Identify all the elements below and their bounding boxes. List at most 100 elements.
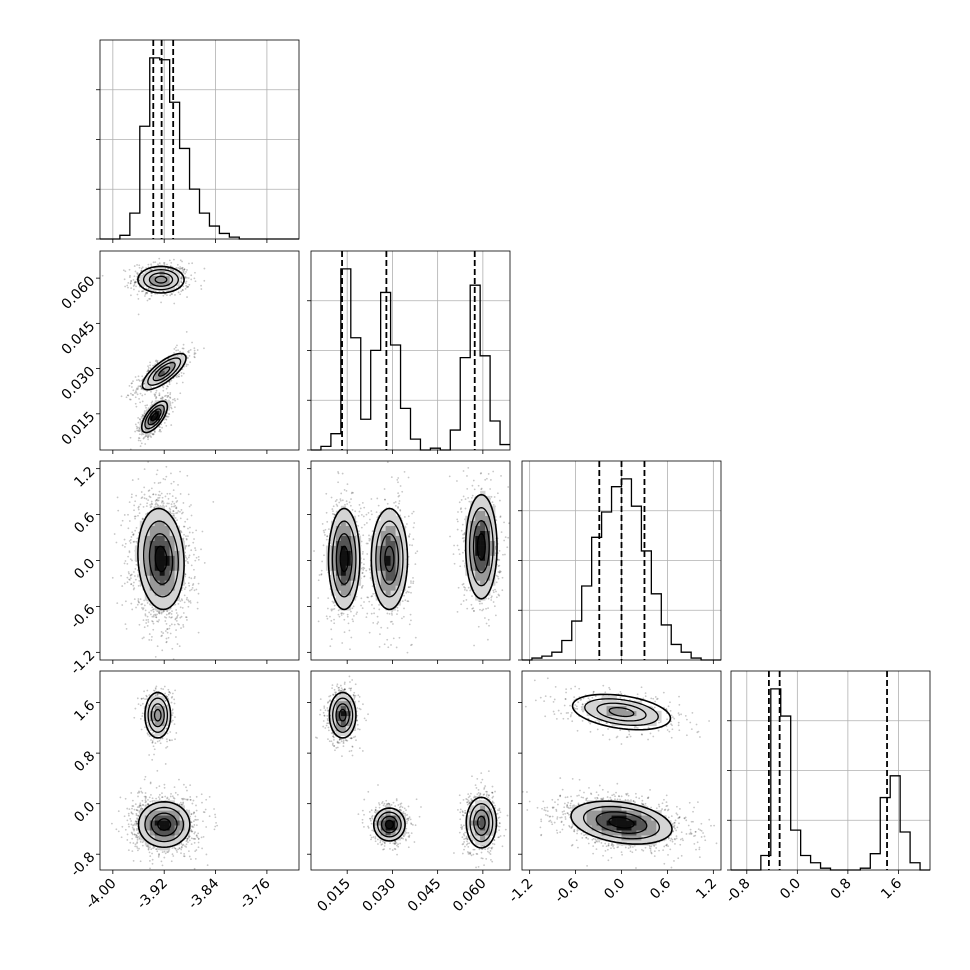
sample-point (130, 386, 133, 388)
sample-point (130, 583, 132, 586)
sample-point (184, 586, 187, 589)
sample-point (339, 498, 342, 501)
sample-point (134, 529, 137, 532)
sample-point (134, 578, 137, 581)
sample-point (161, 496, 164, 499)
sample-point (168, 616, 171, 618)
sample-point (113, 533, 116, 535)
sample-point (133, 515, 136, 518)
sample-point (128, 520, 131, 522)
sample-point (184, 559, 187, 562)
sample-point (138, 398, 141, 400)
contour-line (142, 269, 179, 291)
sample-point (131, 559, 133, 562)
sample-point (156, 359, 159, 362)
sample-point (403, 594, 405, 597)
sample-point (153, 393, 156, 396)
sample-point (341, 499, 344, 502)
sample-point (187, 582, 190, 585)
sample-point (148, 495, 151, 498)
sample-point (346, 613, 349, 616)
sample-point (141, 607, 143, 609)
sample-point (122, 269, 125, 272)
sample-point (184, 288, 187, 290)
sample-point (168, 380, 171, 383)
sample-point (150, 639, 153, 641)
sample-point (174, 517, 177, 519)
sample-point (363, 567, 366, 570)
sample-point (133, 282, 136, 284)
sample-point (318, 574, 321, 576)
sample-point (193, 568, 195, 571)
sample-point (130, 602, 133, 605)
sample-point (189, 361, 192, 364)
sample-point (397, 454, 399, 456)
sample-point (370, 612, 373, 615)
sample-point (130, 294, 132, 297)
sample-point (185, 538, 188, 541)
density-cell (149, 380, 156, 386)
sample-point (170, 379, 173, 382)
sample-point (155, 396, 158, 399)
sample-point (137, 387, 140, 389)
sample-point (175, 609, 178, 611)
sample-point (386, 638, 389, 641)
sample-point (145, 292, 147, 294)
sample-point (189, 349, 192, 351)
sample-point (167, 502, 170, 505)
sample-point (167, 415, 170, 418)
sample-point (144, 614, 147, 617)
density-cell (149, 270, 156, 277)
sample-point (361, 571, 364, 574)
sample-point (125, 628, 128, 630)
sample-point (147, 407, 150, 410)
sample-point (146, 370, 149, 372)
sample-point (120, 574, 122, 577)
sample-point (151, 433, 154, 435)
sample-point (138, 437, 141, 440)
sample-point (132, 285, 135, 287)
sample-point (376, 615, 379, 618)
sample-point (159, 481, 162, 484)
sample-point (156, 503, 159, 506)
sample-point (341, 642, 344, 644)
sample-point (179, 267, 182, 270)
sample-point (331, 608, 334, 611)
sample-point (136, 427, 138, 430)
sample-point (366, 522, 368, 524)
sample-point (371, 604, 373, 606)
sample-point (376, 622, 379, 625)
sample-point (371, 595, 374, 597)
sample-point (408, 533, 411, 536)
sample-point (128, 384, 131, 387)
sample-point (185, 271, 187, 273)
sample-point (146, 404, 149, 407)
sample-point (139, 401, 142, 404)
sample-point (129, 398, 131, 401)
sample-point (176, 344, 178, 347)
sample-point (126, 581, 129, 584)
sample-point (180, 615, 183, 618)
sample-point (158, 257, 161, 260)
sample-point (185, 363, 188, 366)
sample-point (173, 623, 176, 626)
sample-point (412, 580, 415, 583)
sample-point (187, 535, 189, 538)
sample-point (184, 272, 186, 275)
sample-point (187, 350, 189, 353)
sample-point (350, 492, 353, 495)
sample-point (152, 433, 155, 435)
sample-point (127, 394, 130, 397)
density-cell (144, 280, 151, 287)
sample-point (141, 496, 144, 499)
sample-point (128, 572, 130, 575)
sample-point (150, 390, 152, 393)
density-cell (154, 415, 160, 421)
contour-line (140, 400, 169, 434)
sample-point (372, 592, 375, 595)
sample-point (149, 364, 151, 367)
sample-point (188, 349, 190, 352)
density-cell (154, 375, 160, 381)
sample-point (169, 391, 172, 394)
sample-point (188, 554, 191, 557)
